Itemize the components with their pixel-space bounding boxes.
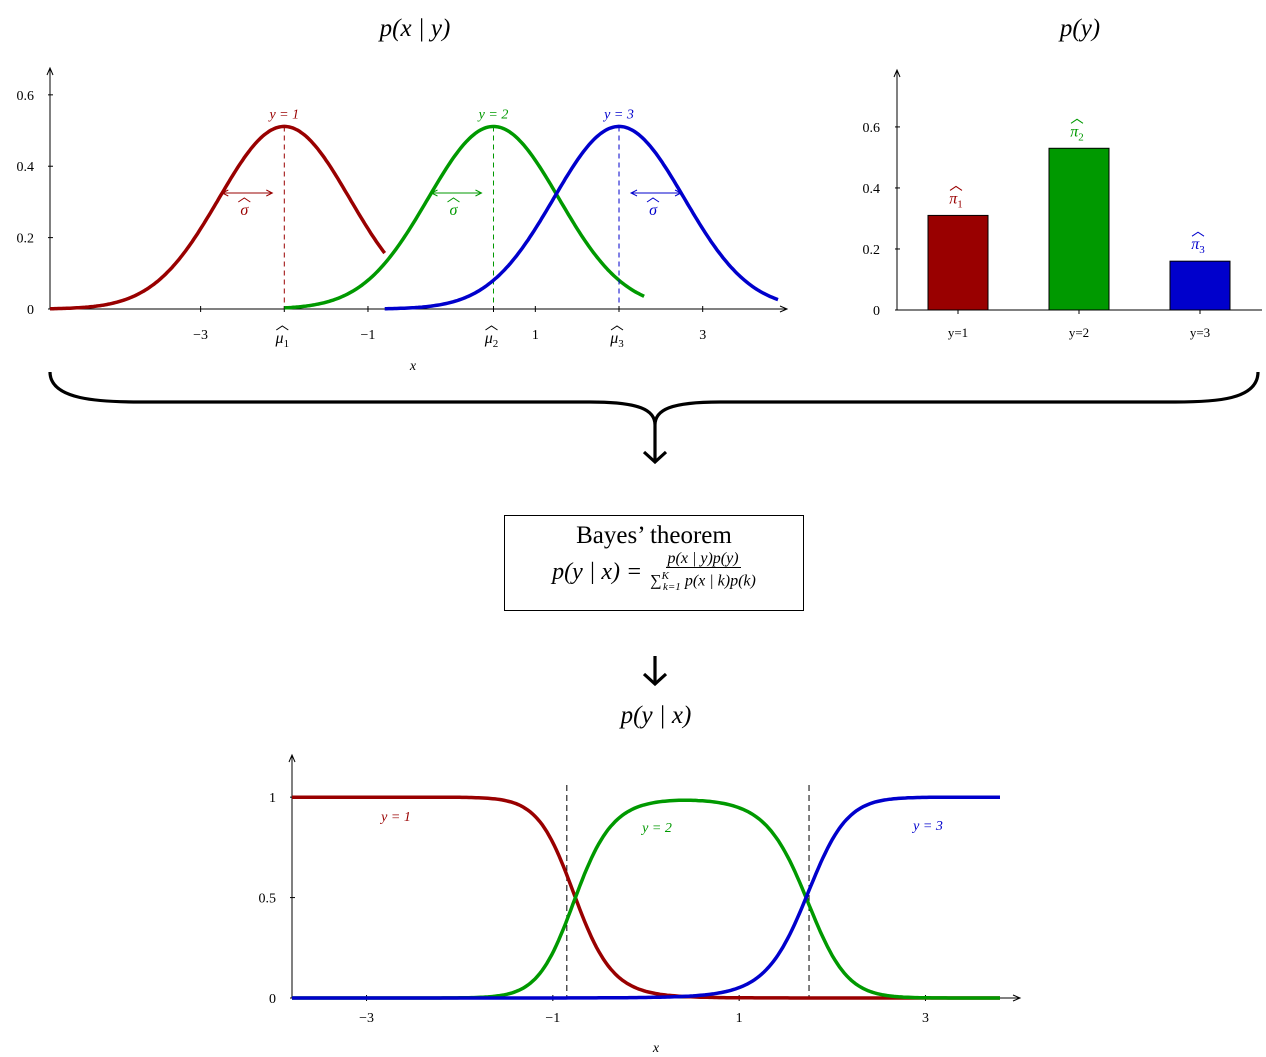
sigma-label-3-hat <box>646 197 660 203</box>
y-tick-label: 1 <box>269 791 276 806</box>
mu-label-1-hat <box>276 325 289 331</box>
likelihood-chart: 0 0.2 0.4 0.6 −3 −1 1 3 x y = 1 σ μ1 y = 2 σ μ2 y = 3 σ μ… <box>17 66 789 374</box>
x-tick-label: 1 <box>736 1011 743 1026</box>
posterior-title: p(y | x) <box>619 702 692 729</box>
prior-bar-chart: 0 0.2 0.4 0.6 y=1 π1 y=2 π2 y=3 π3 <box>863 68 1262 340</box>
posterior-curve-1 <box>292 795 1000 1000</box>
x-tick-label: −1 <box>545 1011 560 1026</box>
y-tick-label: 0.2 <box>17 232 35 247</box>
mu-label-1: μ1 <box>275 330 290 350</box>
series-label-2: y = 2 <box>477 107 509 122</box>
bayes-lhs: p(y | x) = <box>552 559 643 586</box>
posterior-label-1: y = 1 <box>379 810 411 825</box>
bayes-formula: p(y | x) = p(x | y)p(y) ∑Kk=1 p(x | k)p(… <box>505 550 803 596</box>
bar-label-3: π3 <box>1191 236 1205 256</box>
sum-body: p(x | k)p(k) <box>680 572 756 590</box>
x-axis-label: x <box>409 359 417 374</box>
bar-3 <box>1169 260 1231 311</box>
sigma-label-2: σ <box>450 202 459 219</box>
sigma-label-3: σ <box>649 202 658 219</box>
down-arrow-head <box>642 672 668 687</box>
bar-1 <box>927 214 989 311</box>
y-tick-label: 0.6 <box>863 121 881 136</box>
bayes-denominator: ∑Kk=1 p(x | k)p(k) <box>650 568 756 596</box>
bar-label-1-hat <box>949 185 963 191</box>
y-tick-label: 0 <box>269 992 276 1007</box>
mu-label-3: μ3 <box>609 330 624 350</box>
x-tick-label: 3 <box>922 1011 929 1026</box>
sum-lower-limit: k=1 <box>663 580 681 593</box>
bar-label-2-hat <box>1070 118 1084 124</box>
sigma-label-1: σ <box>240 202 249 219</box>
x-tick-label: y=1 <box>948 325 968 340</box>
sigma-arrow-heads-2 <box>430 189 483 197</box>
y-axis-arrow <box>288 753 296 763</box>
prior-title: p(y) <box>1058 15 1100 42</box>
bayes-numerator: p(x | y)p(y) <box>665 550 741 568</box>
y-tick-label: 0.2 <box>863 243 881 258</box>
y-tick-label: 0 <box>27 303 34 318</box>
y-tick-label: 0.6 <box>17 89 35 104</box>
bar-label-3-hat <box>1191 231 1205 237</box>
y-axis-arrow <box>893 68 901 78</box>
series-label-3: y = 3 <box>602 107 634 122</box>
series-label-1: y = 1 <box>267 107 299 122</box>
x-axis-label: x <box>652 1041 660 1056</box>
x-tick-label: y=2 <box>1069 325 1089 340</box>
x-tick-label: y=3 <box>1190 325 1210 340</box>
y-tick-label: 0.4 <box>863 182 881 197</box>
sigma-label-2-hat <box>447 197 460 203</box>
y-tick-label: 0.4 <box>17 160 35 175</box>
sum-upper-limit: K <box>661 570 669 582</box>
brace-arrow-head <box>642 450 668 465</box>
density-curve-2 <box>284 124 645 310</box>
mu-label-2: μ2 <box>484 330 499 350</box>
x-axis-arrow <box>779 305 789 313</box>
x-axis-arrow <box>1012 994 1022 1002</box>
bar-2 <box>1048 147 1110 311</box>
x-tick-label: 3 <box>699 328 706 343</box>
sigma-arrow-heads-3 <box>629 189 683 197</box>
sum-symbol: ∑ <box>650 572 662 590</box>
y-tick-label: 0.5 <box>259 892 277 907</box>
mu-label-3-hat <box>610 325 624 331</box>
y-axis-arrow <box>46 66 54 76</box>
posterior-label-2: y = 2 <box>640 821 672 836</box>
bar-label-2: π2 <box>1070 123 1084 143</box>
sigma-label-1-hat <box>238 197 251 203</box>
sigma-arrow-heads-1 <box>221 189 274 197</box>
density-curve-3 <box>384 124 779 311</box>
posterior-curve-3 <box>292 795 1000 1000</box>
x-tick-label: −3 <box>193 328 208 343</box>
density-curve-1 <box>50 124 387 311</box>
x-tick-label: −1 <box>361 328 376 343</box>
y-tick-label: 0 <box>873 304 880 319</box>
combine-brace <box>48 371 1260 426</box>
bar-label-1: π1 <box>949 190 963 210</box>
bayes-theorem-box: Bayes’ theorem p(y | x) = p(x | y)p(y) ∑… <box>504 515 804 611</box>
likelihood-title: p(x | y) <box>378 15 451 42</box>
bayes-title: Bayes’ theorem <box>576 522 732 549</box>
mu-label-2-hat <box>485 325 498 331</box>
x-tick-label: −3 <box>359 1011 374 1026</box>
posterior-chart: 0 0.5 1 −3 −1 1 3 x y = 1 y = 2 y = 3 <box>259 753 1022 1056</box>
x-tick-label: 1 <box>532 328 539 343</box>
posterior-label-3: y = 3 <box>911 819 943 834</box>
bayes-fraction: p(x | y)p(y) ∑Kk=1 p(x | k)p(k) <box>650 550 756 596</box>
